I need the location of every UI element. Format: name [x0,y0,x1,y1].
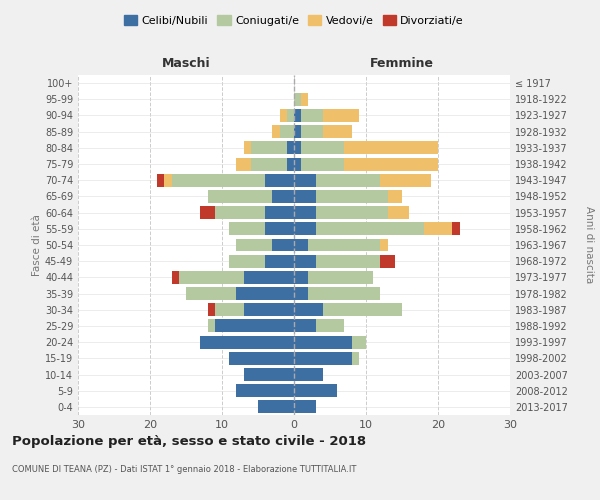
Bar [265,254,294,268]
Bar [272,238,294,252]
Bar [388,190,402,203]
Text: COMUNE DI TEANA (PZ) - Dati ISTAT 1° gennaio 2018 - Elaborazione TUTTITALIA.IT: COMUNE DI TEANA (PZ) - Dati ISTAT 1° gen… [12,465,356,474]
Bar [208,190,272,203]
Bar [215,206,265,219]
Bar [186,287,236,300]
Bar [280,109,287,122]
Bar [265,222,294,235]
Bar [308,238,380,252]
Bar [452,222,460,235]
Bar [229,352,294,365]
Bar [352,336,366,348]
Bar [236,384,294,397]
Bar [301,142,344,154]
Bar [323,109,359,122]
Bar [287,158,294,170]
Bar [215,304,244,316]
Bar [294,320,316,332]
Bar [294,352,352,365]
Bar [294,142,301,154]
Bar [388,206,409,219]
Bar [294,109,301,122]
Bar [294,400,316,413]
Bar [272,125,280,138]
Bar [229,222,265,235]
Bar [294,384,337,397]
Bar [244,304,294,316]
Bar [200,206,215,219]
Bar [301,93,308,106]
Bar [294,222,316,235]
Bar [236,287,294,300]
Bar [323,304,402,316]
Bar [380,238,388,252]
Bar [287,142,294,154]
Bar [294,287,308,300]
Bar [287,109,294,122]
Text: Femmine: Femmine [370,57,434,70]
Bar [200,336,294,348]
Bar [251,158,287,170]
Bar [380,174,431,186]
Bar [265,206,294,219]
Bar [316,206,388,219]
Bar [424,222,452,235]
Bar [294,336,352,348]
Bar [301,109,323,122]
Bar [280,125,294,138]
Bar [251,142,287,154]
Text: Maschi: Maschi [161,57,211,70]
Bar [316,222,424,235]
Bar [294,254,316,268]
Bar [316,254,380,268]
Bar [258,400,294,413]
Bar [172,271,179,284]
Text: Popolazione per età, sesso e stato civile - 2018: Popolazione per età, sesso e stato civil… [12,435,366,448]
Bar [294,304,323,316]
Bar [244,368,294,381]
Bar [294,190,316,203]
Bar [294,238,308,252]
Bar [323,125,352,138]
Bar [294,368,323,381]
Y-axis label: Anni di nascita: Anni di nascita [584,206,595,284]
Bar [208,320,215,332]
Bar [316,190,388,203]
Bar [172,174,265,186]
Bar [316,320,344,332]
Bar [229,254,265,268]
Bar [272,190,294,203]
Bar [294,93,301,106]
Y-axis label: Fasce di età: Fasce di età [32,214,42,276]
Bar [236,158,251,170]
Bar [294,206,316,219]
Bar [294,174,316,186]
Bar [344,158,438,170]
Bar [294,271,308,284]
Bar [308,287,380,300]
Bar [215,320,294,332]
Bar [236,238,272,252]
Bar [316,174,380,186]
Bar [265,174,294,186]
Bar [352,352,359,365]
Bar [157,174,164,186]
Bar [294,125,301,138]
Bar [164,174,172,186]
Bar [308,271,373,284]
Bar [179,271,244,284]
Bar [244,271,294,284]
Bar [244,142,251,154]
Bar [208,304,215,316]
Bar [301,125,323,138]
Legend: Celibi/Nubili, Coniugati/e, Vedovi/e, Divorziati/e: Celibi/Nubili, Coniugati/e, Vedovi/e, Di… [119,10,469,30]
Bar [344,142,438,154]
Bar [294,158,301,170]
Bar [380,254,395,268]
Bar [301,158,344,170]
